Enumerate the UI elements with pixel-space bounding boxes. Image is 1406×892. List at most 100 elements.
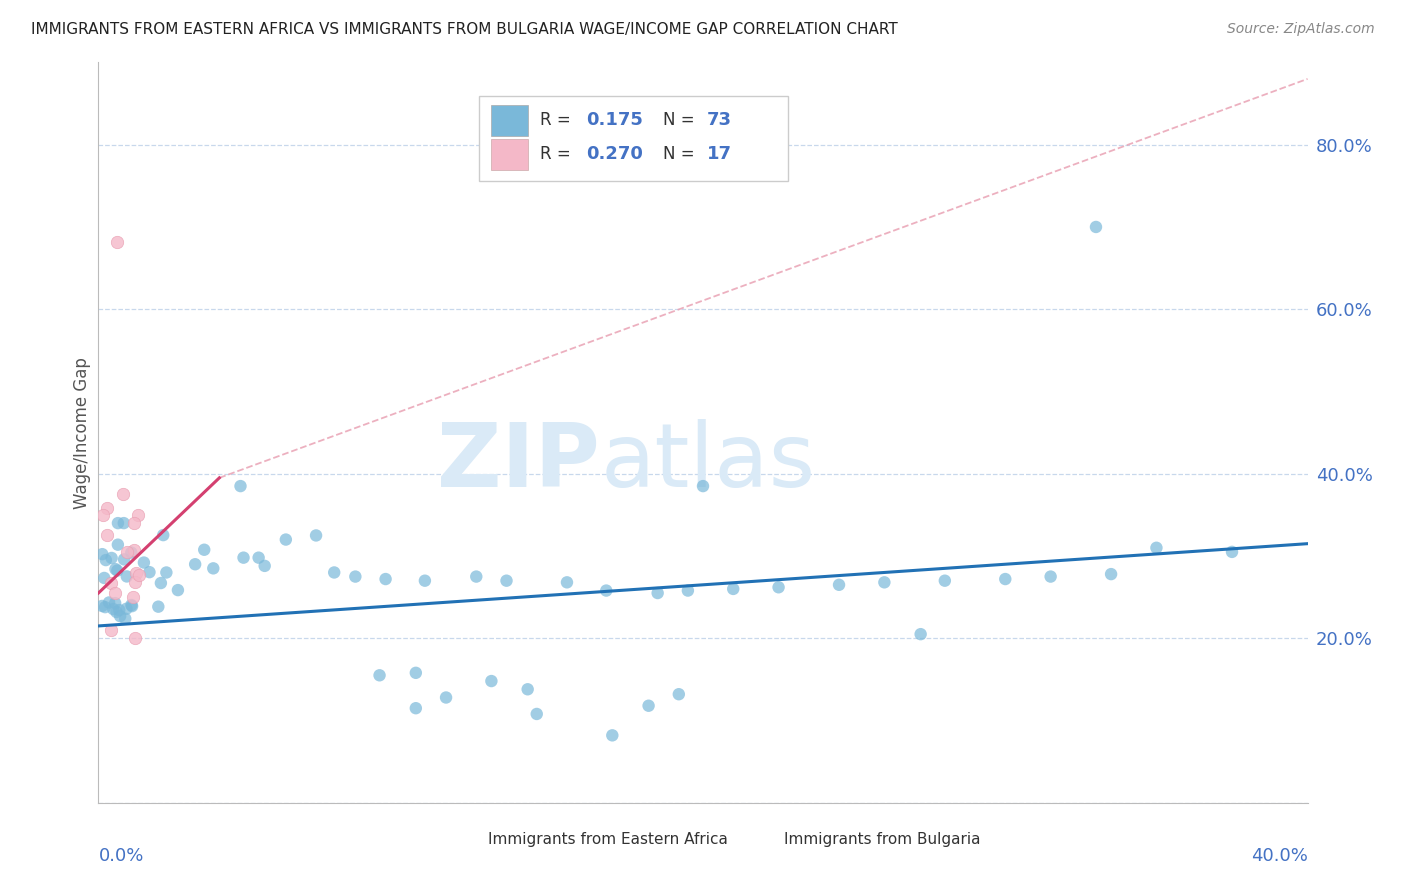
Point xyxy=(647,586,669,600)
Point xyxy=(1085,219,1108,234)
Point xyxy=(115,601,138,615)
Text: IMMIGRANTS FROM EASTERN AFRICA VS IMMIGRANTS FROM BULGARIA WAGE/INCOME GAP CORRE: IMMIGRANTS FROM EASTERN AFRICA VS IMMIGR… xyxy=(31,22,897,37)
Point xyxy=(413,574,436,588)
Point xyxy=(405,665,427,680)
Point xyxy=(873,575,896,590)
Point xyxy=(111,487,134,501)
Point xyxy=(108,603,131,617)
Text: 0.270: 0.270 xyxy=(586,145,643,162)
Point xyxy=(768,580,790,594)
Point xyxy=(526,706,548,721)
Text: 40.0%: 40.0% xyxy=(1251,847,1308,865)
Point xyxy=(323,566,346,580)
Point xyxy=(124,632,146,646)
Bar xyxy=(449,829,475,851)
Text: N =: N = xyxy=(664,112,695,129)
Point xyxy=(152,528,174,542)
Point xyxy=(107,538,129,552)
Point xyxy=(105,564,128,578)
Text: Immigrants from Bulgaria: Immigrants from Bulgaria xyxy=(785,832,980,847)
Text: R =: R = xyxy=(540,145,576,162)
Point xyxy=(405,701,427,715)
Point xyxy=(232,550,254,565)
Point xyxy=(305,528,328,542)
FancyBboxPatch shape xyxy=(479,95,787,181)
Point xyxy=(1144,541,1167,555)
Point xyxy=(555,575,578,590)
Point xyxy=(114,612,136,626)
Point xyxy=(122,516,145,531)
Point xyxy=(112,516,135,530)
Point xyxy=(127,508,149,522)
Point xyxy=(91,599,114,613)
Point xyxy=(96,528,118,542)
Text: 17: 17 xyxy=(707,145,731,162)
Point xyxy=(668,687,690,701)
Point xyxy=(1039,569,1062,583)
Point xyxy=(934,574,956,588)
Point xyxy=(105,235,128,249)
Point xyxy=(104,562,127,576)
Point xyxy=(148,599,170,614)
Text: atlas: atlas xyxy=(600,418,815,506)
Point xyxy=(91,508,114,522)
Point xyxy=(108,609,131,624)
Text: R =: R = xyxy=(540,112,576,129)
Bar xyxy=(492,105,527,136)
Point xyxy=(93,571,115,585)
Point xyxy=(107,516,129,530)
Point xyxy=(120,545,142,559)
Point xyxy=(602,728,624,742)
Point xyxy=(994,572,1017,586)
Point xyxy=(1099,567,1122,582)
Point xyxy=(434,690,457,705)
Point xyxy=(105,605,128,619)
Point xyxy=(1220,545,1243,559)
Point xyxy=(94,600,117,615)
Point xyxy=(374,572,396,586)
Point xyxy=(910,627,932,641)
Text: 0.175: 0.175 xyxy=(586,112,643,129)
Point xyxy=(637,698,659,713)
Point xyxy=(100,551,122,566)
Point xyxy=(104,586,127,600)
Point xyxy=(202,561,225,575)
Bar xyxy=(745,829,772,851)
Point xyxy=(828,578,851,592)
Point xyxy=(155,566,177,580)
Text: 73: 73 xyxy=(707,112,731,129)
Point xyxy=(344,569,367,583)
Point xyxy=(115,569,138,583)
Point xyxy=(115,545,138,559)
Text: ZIP: ZIP xyxy=(437,418,600,506)
Point xyxy=(184,558,207,572)
Point xyxy=(96,501,118,516)
Point xyxy=(94,553,117,567)
Point xyxy=(104,596,127,610)
Text: N =: N = xyxy=(664,145,695,162)
Point xyxy=(481,674,503,689)
Point xyxy=(516,682,538,697)
Point xyxy=(121,599,143,614)
Point xyxy=(676,583,699,598)
Point xyxy=(122,543,145,558)
Point xyxy=(132,556,155,570)
Point xyxy=(149,576,172,591)
Point xyxy=(495,574,517,588)
Point xyxy=(167,583,190,598)
Point xyxy=(193,542,215,557)
Text: Immigrants from Eastern Africa: Immigrants from Eastern Africa xyxy=(488,832,728,847)
Point xyxy=(128,568,150,582)
Point xyxy=(121,590,143,604)
Point xyxy=(100,623,122,637)
Point xyxy=(692,479,714,493)
Point xyxy=(595,583,617,598)
Point xyxy=(98,595,121,609)
Point xyxy=(229,479,252,493)
Point xyxy=(120,598,142,612)
Text: 0.0%: 0.0% xyxy=(98,847,143,865)
Text: Source: ZipAtlas.com: Source: ZipAtlas.com xyxy=(1227,22,1375,37)
Point xyxy=(274,533,297,547)
Point xyxy=(112,552,135,566)
Point xyxy=(103,602,125,616)
